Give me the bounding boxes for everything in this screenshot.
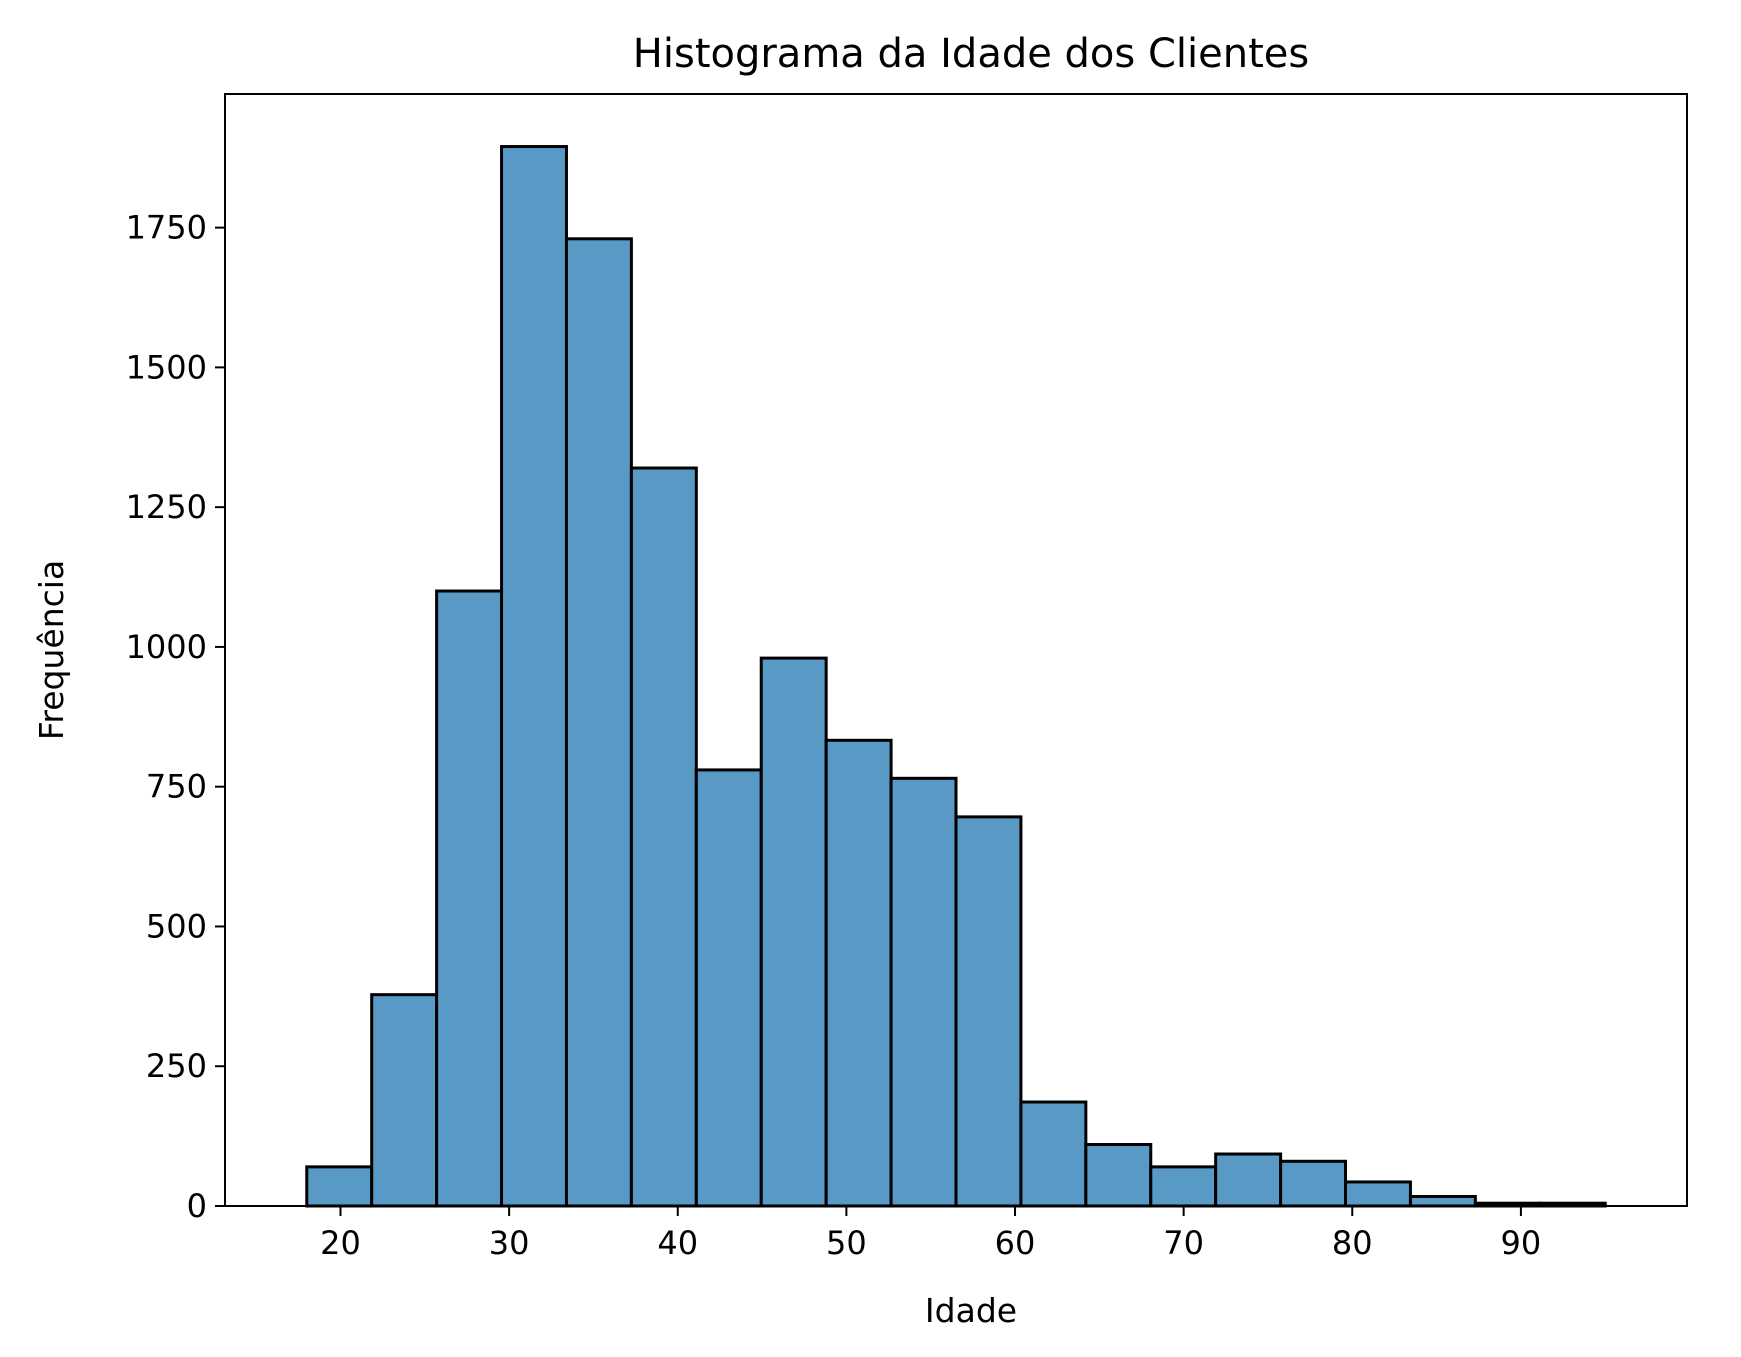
y-tick-label: 1500 xyxy=(126,348,207,386)
histogram-bar xyxy=(1084,1143,1153,1208)
y-tick-label: 1250 xyxy=(126,488,207,526)
histogram-bar xyxy=(564,237,633,1208)
chart-title: Histograma da Idade dos Clientes xyxy=(633,31,1309,77)
x-tick-label: 80 xyxy=(1332,1224,1373,1262)
histogram-bar xyxy=(759,656,828,1208)
y-tick-label: 0 xyxy=(187,1187,207,1225)
y-tick-label: 750 xyxy=(146,768,207,806)
x-tick-label: 60 xyxy=(995,1224,1036,1262)
histogram-bar xyxy=(954,815,1023,1208)
x-tick-label: 40 xyxy=(657,1224,698,1262)
histogram-bar xyxy=(694,768,763,1208)
y-tick-label: 1750 xyxy=(126,209,207,247)
histogram-bar xyxy=(824,738,893,1208)
histogram-bar xyxy=(500,145,568,1208)
y-tick-label: 500 xyxy=(146,907,207,945)
histogram-bar xyxy=(435,589,504,1208)
histogram-bar xyxy=(305,1165,374,1208)
y-axis-label: Frequência xyxy=(32,560,71,740)
x-tick-label: 30 xyxy=(489,1224,530,1262)
x-tick-label: 20 xyxy=(320,1224,361,1262)
plot-frame xyxy=(224,93,1688,1207)
x-axis-label: Idade xyxy=(925,1291,1017,1330)
histogram-bar xyxy=(629,466,698,1208)
histogram-bar xyxy=(1344,1180,1412,1208)
x-tick-label: 90 xyxy=(1501,1224,1542,1262)
histogram-bar xyxy=(1214,1152,1283,1208)
x-tick-label: 70 xyxy=(1163,1224,1204,1262)
histogram-bar xyxy=(889,776,958,1208)
y-axis-ticks: 0 250 500 750 1000 1250 1500 1750 xyxy=(126,209,225,1225)
bars xyxy=(305,145,1607,1208)
histogram-bar xyxy=(1279,1159,1348,1208)
histogram-bar xyxy=(1019,1100,1088,1208)
y-tick-label: 1000 xyxy=(126,628,207,666)
x-axis-ticks: 20 30 40 50 60 70 80 90 xyxy=(320,1206,1541,1262)
histogram-bar xyxy=(1149,1165,1218,1208)
x-tick-label: 50 xyxy=(826,1224,867,1262)
y-tick-label: 250 xyxy=(146,1047,207,1085)
histogram-bar xyxy=(370,993,439,1208)
histogram-bar xyxy=(1408,1194,1477,1208)
